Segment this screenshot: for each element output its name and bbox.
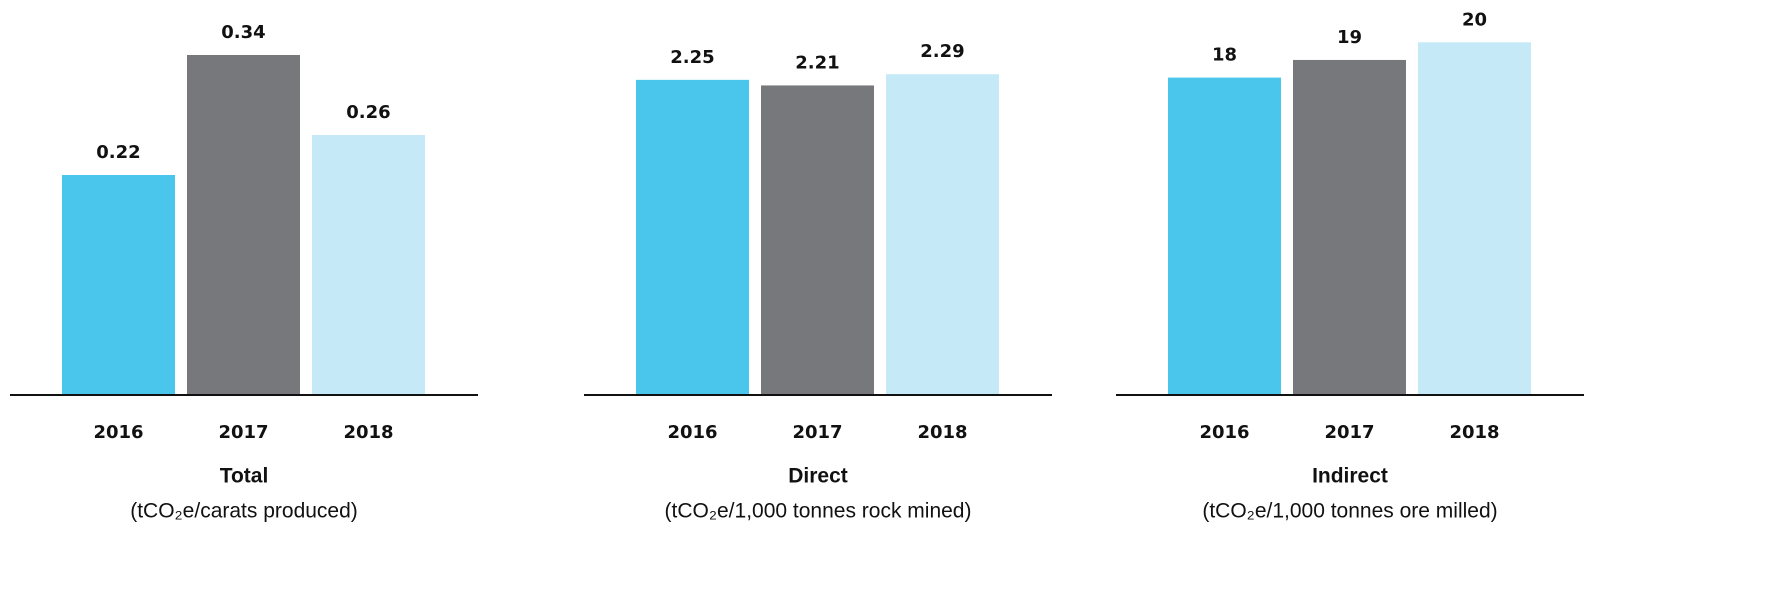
x-tick-label: 2018 xyxy=(343,422,393,443)
bar xyxy=(187,55,300,395)
chart-subtitle: (tCO₂e/1,000 tonnes ore milled) xyxy=(1202,500,1497,523)
bar xyxy=(886,74,999,396)
value-label: 18 xyxy=(1212,45,1237,66)
x-tick-label: 2016 xyxy=(93,422,143,443)
x-tick-label: 2017 xyxy=(792,422,842,443)
bar xyxy=(1168,77,1281,395)
x-tick-label: 2017 xyxy=(1324,422,1374,443)
bar xyxy=(1418,42,1531,395)
chart-title: Direct xyxy=(788,465,848,488)
bar xyxy=(636,79,749,395)
value-label: 20 xyxy=(1462,9,1487,30)
x-tick-label: 2018 xyxy=(1449,422,1499,443)
x-tick-label: 2016 xyxy=(1199,422,1249,443)
chart-title: Total xyxy=(220,465,269,488)
value-label: 0.22 xyxy=(96,142,140,163)
bar xyxy=(761,85,874,395)
chart-title: Indirect xyxy=(1312,465,1388,488)
chart-subtitle: (tCO₂e/1,000 tonnes rock mined) xyxy=(665,500,972,523)
bar xyxy=(1293,59,1406,396)
value-label: 0.26 xyxy=(346,102,390,123)
x-tick-label: 2017 xyxy=(218,422,268,443)
x-tick-label: 2016 xyxy=(667,422,717,443)
value-label: 2.25 xyxy=(670,47,714,68)
value-label: 0.34 xyxy=(221,22,265,43)
value-label: 19 xyxy=(1337,27,1362,48)
value-label: 2.21 xyxy=(795,52,839,73)
x-tick-label: 2018 xyxy=(917,422,967,443)
value-label: 2.29 xyxy=(920,41,964,62)
bar xyxy=(312,135,425,395)
bar xyxy=(62,175,175,395)
chart-subtitle: (tCO₂e/carats produced) xyxy=(130,500,358,523)
